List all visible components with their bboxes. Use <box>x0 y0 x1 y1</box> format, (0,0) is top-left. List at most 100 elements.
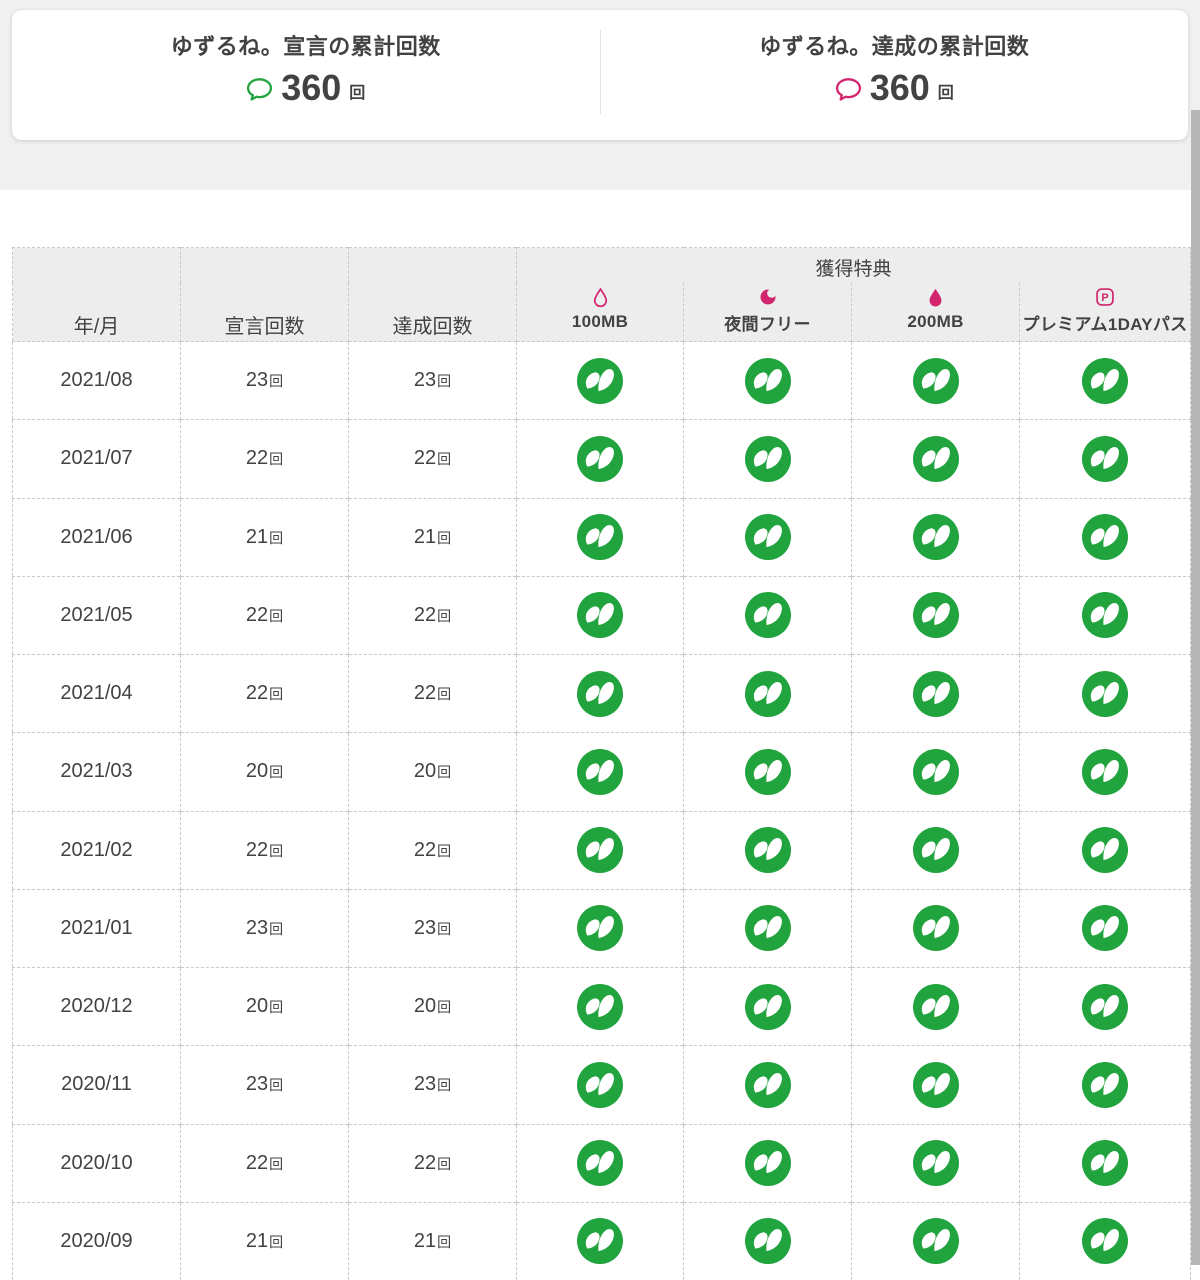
achieved-count-cell: 23回 <box>348 1045 517 1124</box>
droplet-outline-icon <box>593 287 607 308</box>
declare-count: 360 回 <box>246 66 366 108</box>
month-cell: 2021/04 <box>12 653 181 733</box>
achieved-count-cell: 22回 <box>348 575 517 655</box>
month-cell: 2021/02 <box>12 810 181 890</box>
declared-count-cell: 22回 <box>180 419 349 498</box>
month-cell: 2021/08 <box>12 340 181 420</box>
reward-cell-200mb <box>851 1045 1020 1124</box>
reward-cell-night-free <box>683 888 852 968</box>
leaf-icon <box>744 748 791 795</box>
achieve-unit: 回 <box>937 84 954 102</box>
scrollbar-thumb[interactable] <box>1191 110 1200 1265</box>
leaf-icon <box>577 1218 623 1265</box>
achieve-summary: ゆずるね。達成の累計回数 360 回 <box>601 10 1189 140</box>
reward-cell-100mb <box>516 1123 684 1203</box>
reward-cell-premium-pass <box>1018 1045 1191 1124</box>
reward-cell-premium-pass <box>1018 966 1191 1046</box>
table-row: 2021/06 21回 21回 <box>12 497 1191 577</box>
reward-cell-100mb <box>516 419 684 498</box>
leaf-icon <box>744 905 791 952</box>
leaf-icon <box>1082 357 1128 404</box>
reward-cell-200mb <box>851 497 1020 577</box>
achieve-title: ゆずるね。達成の累計回数 <box>759 33 1030 59</box>
leaf-icon <box>1082 1140 1128 1187</box>
scrollbar-track <box>1191 0 1200 1265</box>
table-row: 2021/02 22回 22回 <box>12 810 1191 890</box>
leaf-icon <box>912 357 959 404</box>
reward-cell-premium-pass <box>1018 732 1191 811</box>
month-cell: 2020/11 <box>12 1045 181 1124</box>
comment-bubble-icon <box>835 77 861 101</box>
leaf-icon <box>744 983 791 1030</box>
leaf-icon <box>744 670 791 717</box>
summary-card: ゆずるね。宣言の累計回数 360 回 ゆずるね。達成の累計回数 360 回 <box>12 10 1188 140</box>
declared-count-cell: 23回 <box>180 888 349 968</box>
leaf-icon <box>912 827 959 874</box>
reward-cell-premium-pass <box>1018 1123 1191 1203</box>
leaf-icon <box>744 592 791 639</box>
achieved-count-cell: 20回 <box>348 732 517 811</box>
leaf-icon <box>577 827 623 874</box>
reward-cell-night-free <box>683 810 852 890</box>
reward-cell-200mb <box>851 810 1020 890</box>
leaf-icon <box>912 435 959 482</box>
table-row: 2021/04 22回 22回 <box>12 653 1191 733</box>
declared-count-cell: 20回 <box>180 732 349 811</box>
reward-cell-night-free <box>683 1045 852 1124</box>
reward-cell-premium-pass <box>1018 653 1191 733</box>
reward-cell-100mb <box>516 810 684 890</box>
declare-unit: 回 <box>349 84 366 102</box>
leaf-icon <box>577 514 623 561</box>
leaf-icon <box>912 1218 959 1265</box>
declare-total: 360 <box>281 66 342 108</box>
reward-cell-200mb <box>851 1201 1020 1280</box>
reward-cell-100mb <box>516 1045 684 1124</box>
achieved-count-cell: 21回 <box>348 497 517 577</box>
month-cell: 2021/05 <box>12 575 181 655</box>
reward-cell-200mb <box>851 966 1020 1046</box>
reward-cell-night-free <box>683 419 852 498</box>
header-reward-night-free: 夜間フリー <box>683 283 852 342</box>
achieved-count-cell: 23回 <box>348 888 517 968</box>
leaf-icon <box>912 514 959 561</box>
leaf-icon <box>577 670 623 717</box>
leaf-icon <box>577 357 623 404</box>
leaf-icon <box>1082 435 1128 482</box>
reward-cell-night-free <box>683 966 852 1046</box>
leaf-icon <box>1082 1218 1128 1265</box>
header-reward-premium-pass: P プレミアム1DAYパス <box>1018 283 1191 342</box>
declared-count-cell: 21回 <box>180 497 349 577</box>
table-row: 2021/07 22回 22回 <box>12 419 1191 498</box>
leaf-icon <box>744 827 791 874</box>
leaf-icon <box>577 592 623 639</box>
reward-cell-night-free <box>683 732 852 811</box>
reward-label: 100MB <box>571 312 629 331</box>
leaf-icon <box>744 435 791 482</box>
achieved-count-cell: 21回 <box>348 1201 517 1280</box>
header-rewards-group: 獲得特典 <box>515 247 1191 283</box>
month-cell: 2020/12 <box>12 966 181 1046</box>
leaf-icon <box>912 748 959 795</box>
leaf-icon <box>1082 514 1128 561</box>
leaf-icon <box>577 1140 623 1187</box>
declared-count-cell: 22回 <box>180 575 349 655</box>
month-cell: 2021/06 <box>12 497 181 577</box>
premium-pass-icon: P <box>1096 288 1114 306</box>
table-row: 2021/08 23回 23回 <box>12 340 1191 420</box>
declare-title: ゆずるね。宣言の累計回数 <box>170 33 441 59</box>
reward-label: プレミアム1DAYパス <box>1022 315 1188 334</box>
achieve-total: 360 <box>869 66 930 108</box>
reward-label: 200MB <box>907 312 964 331</box>
month-cell: 2020/10 <box>12 1123 181 1203</box>
reward-cell-night-free <box>683 653 852 733</box>
table-row: 2021/01 23回 23回 <box>12 888 1191 968</box>
reward-cell-200mb <box>851 340 1020 420</box>
leaf-icon <box>1082 983 1128 1030</box>
reward-cell-night-free <box>683 1201 852 1280</box>
achieved-count-cell: 22回 <box>348 419 517 498</box>
reward-cell-100mb <box>516 340 684 420</box>
reward-cell-premium-pass <box>1018 419 1191 498</box>
table-row: 2020/12 20回 20回 <box>12 966 1191 1046</box>
reward-cell-100mb <box>516 1201 684 1280</box>
leaf-icon <box>577 983 623 1030</box>
